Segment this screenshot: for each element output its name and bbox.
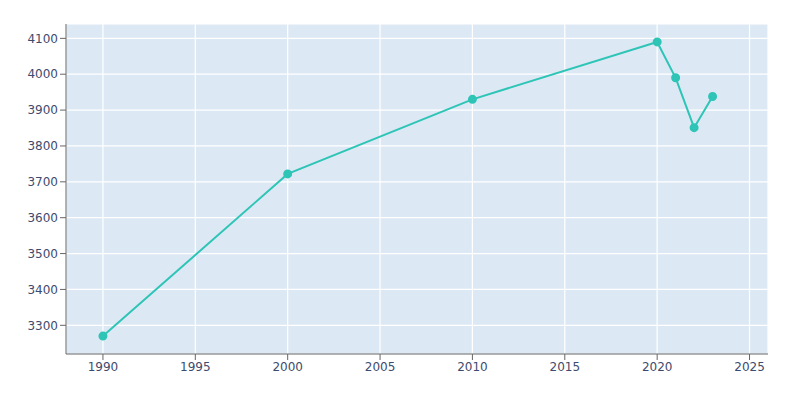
svg-text:2015: 2015 (550, 360, 581, 374)
svg-text:2025: 2025 (734, 360, 765, 374)
svg-text:3600: 3600 (27, 211, 58, 225)
svg-text:4000: 4000 (27, 67, 58, 81)
svg-text:3900: 3900 (27, 103, 58, 117)
svg-text:2000: 2000 (272, 360, 303, 374)
svg-text:4100: 4100 (27, 32, 58, 46)
svg-text:1990: 1990 (88, 360, 119, 374)
svg-text:3700: 3700 (27, 175, 58, 189)
svg-text:3500: 3500 (27, 247, 58, 261)
svg-text:1995: 1995 (180, 360, 211, 374)
svg-text:3800: 3800 (27, 139, 58, 153)
svg-text:3400: 3400 (27, 283, 58, 297)
svg-text:2020: 2020 (642, 360, 673, 374)
svg-text:3300: 3300 (27, 319, 58, 333)
svg-text:2005: 2005 (365, 360, 396, 374)
svg-text:2010: 2010 (457, 360, 488, 374)
